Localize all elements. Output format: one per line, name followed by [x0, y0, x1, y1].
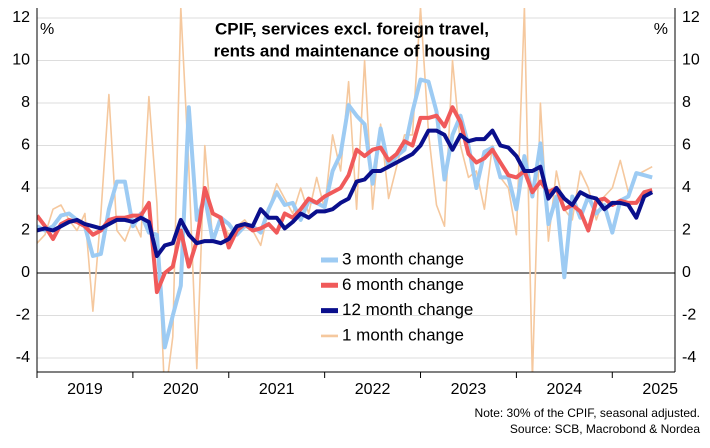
y-tick-label: 12	[12, 9, 30, 26]
y-tick-label: 2	[21, 222, 30, 239]
y2-tick-label: 4	[682, 179, 691, 196]
y2-tick-label: 8	[682, 94, 691, 111]
x-tick-label: 2020	[163, 381, 199, 398]
chart-title: CPIF, services excl. foreign travel,	[215, 19, 489, 38]
y-axis-label: %	[40, 21, 54, 38]
legend-label: 1 month change	[342, 325, 464, 344]
axes: -4 -4 -2 -2 0 0 2 2 4 4 6 6 8 8 10 10 12 12 2019 2020 2021 20…	[12, 8, 700, 398]
x-tick-label: 2024	[547, 381, 583, 398]
legend-label: 6 month change	[342, 275, 464, 294]
y-tick-label: 0	[21, 264, 30, 281]
y2-tick-label: 0	[682, 264, 691, 281]
chart-title: rents and maintenance of housing	[214, 41, 491, 60]
x-tick-label: 2022	[355, 381, 391, 398]
y2-axis-label: %	[654, 21, 668, 38]
y2-tick-label: 6	[682, 137, 691, 154]
series-line	[37, 105, 653, 295]
legend-label: 3 month change	[342, 249, 464, 268]
legend-label: 12 month change	[342, 300, 473, 319]
y-tick-label: 6	[21, 137, 30, 154]
y2-tick-label: 12	[682, 9, 700, 26]
y2-tick-label: 2	[682, 222, 691, 239]
y-tick-label: 4	[21, 179, 30, 196]
y2-tick-label: -4	[682, 349, 696, 366]
y-tick-label: -4	[16, 349, 30, 366]
note: Note: 30% of the CPIF, seasonal adjusted…	[475, 406, 700, 420]
y-tick-label: 10	[12, 52, 30, 69]
x-tick-label: 2023	[451, 381, 487, 398]
y2-tick-label: -2	[682, 307, 696, 324]
x-tick-label: 2021	[259, 381, 295, 398]
x-tick-label: 2025	[642, 381, 678, 398]
plot-lines	[37, 8, 654, 372]
series-line	[37, 128, 654, 258]
y-tick-label: 8	[21, 94, 30, 111]
x-tick-label: 2019	[67, 381, 103, 398]
y-tick-label: -2	[16, 307, 30, 324]
source: Source: SCB, Macrobond & Nordea	[510, 422, 700, 436]
y2-tick-label: 10	[682, 52, 700, 69]
